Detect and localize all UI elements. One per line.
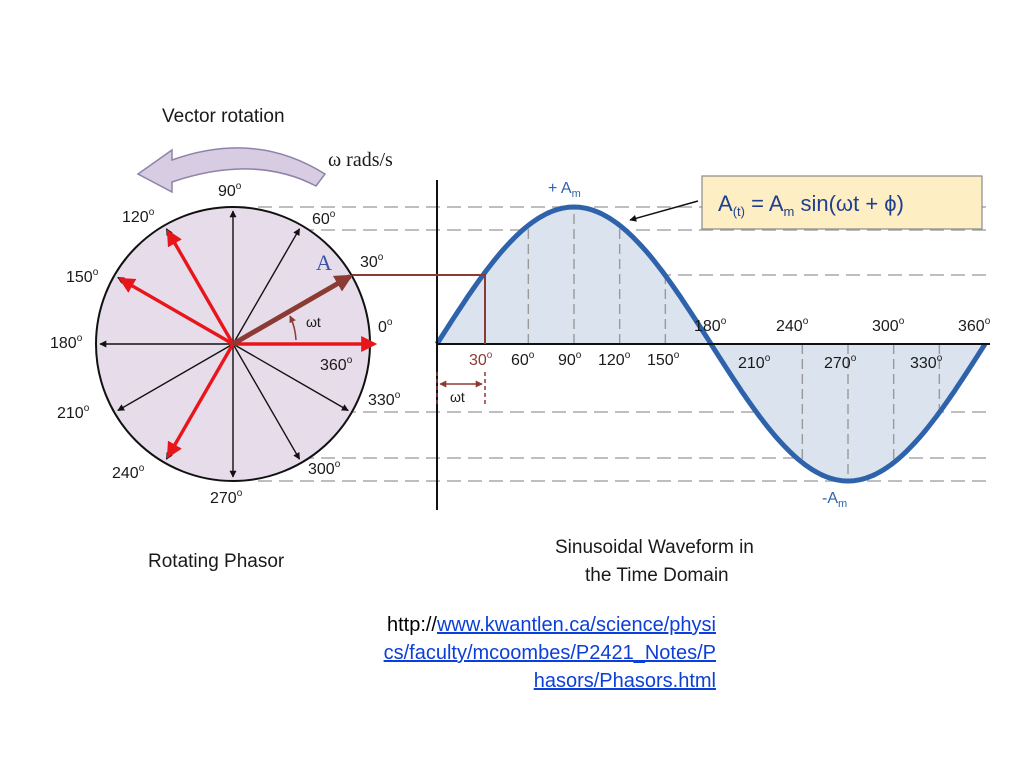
source-link[interactable]: www.kwantlen.ca/science/physics/faculty/… [383, 614, 716, 692]
wave-angle-label-30: 30o [469, 350, 493, 369]
wave-bottom-angle-labels: 30o 60o 90o 120o 150o 210o 270o 330o [469, 350, 943, 372]
source-prefix: http:// [386, 614, 437, 636]
formula-box [701, 175, 983, 230]
angle-label-360: 360o [320, 355, 353, 374]
wave-angle-label-330: 330o [910, 353, 943, 372]
vector-name-label: A [316, 250, 332, 275]
wave-angle-label-270: 270o [824, 353, 857, 372]
red-vector-240 [166, 343, 235, 459]
angle-label-30: 30o [360, 252, 384, 271]
waveform-caption-line1: Sinusoidal Waveform in [555, 537, 754, 558]
wave-angle-label-240: 240o [776, 316, 809, 335]
red-vector-150 [118, 277, 234, 346]
angle-label-120: 120o [122, 207, 155, 226]
wave-angle-label-210: 210o [738, 353, 771, 372]
projection-line [345, 274, 486, 344]
peak-amplitude-label: + Am [548, 180, 581, 200]
angle-label-0: 0o [378, 317, 393, 336]
wave-angle-label-60: 60o [511, 350, 535, 369]
waveform-caption-line2: the Time Domain [585, 565, 729, 586]
phasor-spoke-60 [232, 228, 301, 345]
vector-rotation-label: Vector rotation [162, 106, 285, 127]
wave-angle-label-150: 150o [647, 350, 680, 369]
phasor-waveform-diagram: ωt Vector rotation ω rads/s 90o 60o 30o … [50, 106, 991, 586]
phasor-spoke-300 [232, 343, 301, 460]
phasor-angle-labels: 90o 60o 30o 0o 360o 330o 300o 270o 240o … [50, 181, 401, 507]
rotating-phasor [95, 206, 378, 482]
angle-label-330: 330o [368, 390, 401, 409]
angle-label-240: 240o [112, 463, 145, 482]
wave-angle-label-360: 360o [958, 316, 991, 335]
angle-label-210: 210o [57, 403, 90, 422]
phasor-spoke-210 [117, 343, 234, 412]
omega-rads-label: ω rads/s [328, 149, 393, 171]
wave-angle-label-180: 180o [694, 316, 727, 335]
wave-top-angle-labels: 180o 240o 300o 360o [694, 316, 991, 335]
phasor-omega-t-label: ωt [306, 314, 321, 330]
wave-angle-label-300: 300o [872, 316, 905, 335]
main-vector-a [231, 274, 354, 347]
angle-label-300: 300o [308, 459, 341, 478]
formula-text: A(t) = Am sin(ωt + ϕ) [718, 191, 904, 219]
wave-angle-label-120: 120o [598, 350, 631, 369]
wave-angle-label-90: 90o [558, 350, 582, 369]
angle-label-180: 180o [50, 333, 83, 352]
trough-amplitude-label: -Am [822, 490, 847, 510]
angle-label-90: 90o [218, 181, 242, 200]
phasor-caption: Rotating Phasor [148, 551, 285, 572]
wave-omega-t-label: ωt [450, 389, 465, 405]
rotation-arrow-icon [136, 147, 327, 194]
source-citation: http://www.kwantlen.ca/science/physics/f… [380, 611, 716, 695]
phasor-spoke-330 [232, 343, 349, 412]
angle-label-60: 60o [312, 209, 336, 228]
red-vector-120 [166, 229, 235, 345]
angle-label-270: 270o [210, 488, 243, 507]
formula-pointer-arrow [629, 200, 699, 222]
angle-label-150: 150o [66, 267, 99, 286]
omega-t-bracket: ωt [436, 372, 486, 405]
omega-t-arc [289, 315, 297, 341]
